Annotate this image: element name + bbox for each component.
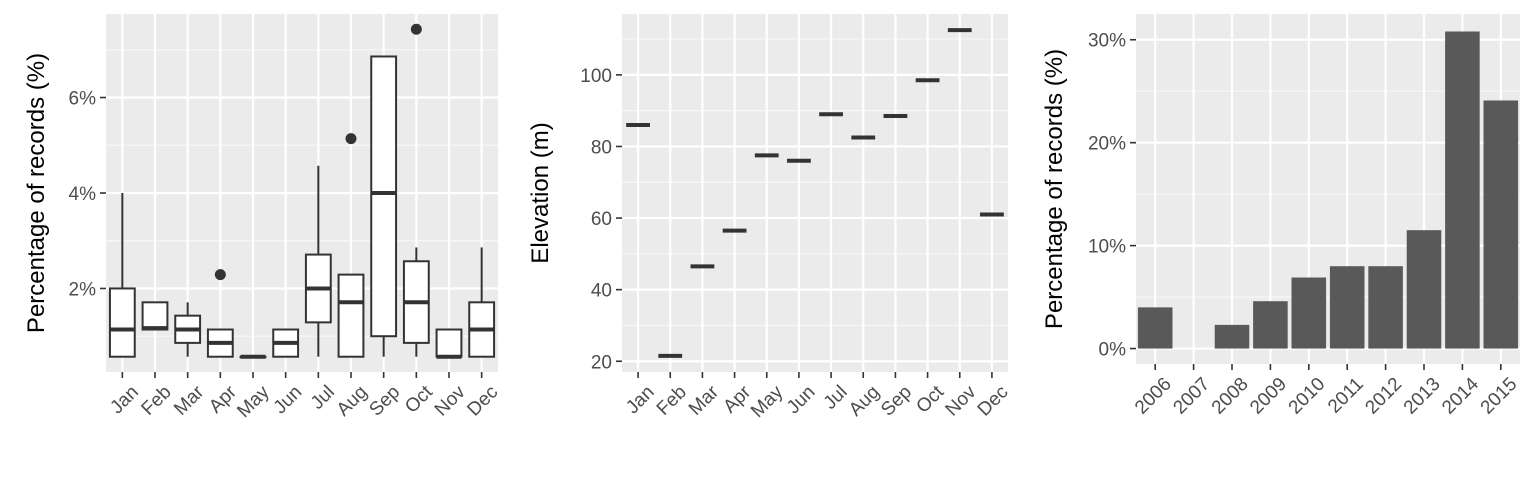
- x-tick-label: 2009: [1246, 374, 1291, 419]
- y-tick-label: 20: [591, 352, 612, 373]
- x-tick-label: Jul: [820, 382, 852, 414]
- box-aug: [337, 133, 365, 358]
- box-may: [239, 354, 267, 359]
- y-tick-label: 2%: [69, 279, 97, 300]
- x-tick-label: 2015: [1477, 374, 1522, 419]
- iqr-box: [435, 328, 463, 358]
- box-jan: [108, 193, 136, 358]
- x-tick-label: Dec: [974, 382, 1013, 421]
- box-dec: [468, 247, 496, 358]
- x-tick-label: 2012: [1361, 374, 1406, 419]
- box-jun: [272, 328, 300, 358]
- bar-2012: [1368, 266, 1403, 349]
- bar-2008: [1214, 324, 1250, 349]
- x-tick-label: Mar: [170, 381, 208, 419]
- y-axis-title: Percentage of records (%): [23, 53, 50, 333]
- box-jul: [304, 165, 332, 357]
- box-feb: [141, 301, 169, 331]
- y-tick-label: 40: [591, 281, 612, 302]
- box-sep: [370, 55, 398, 357]
- y-tick-label: 0%: [1099, 340, 1127, 361]
- iqr-box: [141, 301, 169, 331]
- box-mar: [174, 302, 202, 357]
- box-nov: [435, 328, 463, 359]
- x-tick-label: Sep: [365, 382, 404, 421]
- x-tick-label: Aug: [845, 382, 884, 421]
- bar-2010: [1291, 277, 1327, 349]
- x-tick-label: Mar: [685, 381, 723, 419]
- bar-2015: [1483, 100, 1519, 349]
- bar-2011: [1329, 266, 1365, 349]
- bar-2009: [1253, 301, 1288, 349]
- x-tick-label: Jun: [270, 382, 307, 419]
- x-tick-label: Jun: [783, 382, 820, 419]
- iqr-box: [108, 287, 136, 358]
- x-tick-label: Nov: [431, 381, 470, 420]
- y-tick-label: 10%: [1088, 237, 1126, 258]
- x-tick-label: May: [747, 381, 788, 422]
- x-tick-label: Oct: [401, 381, 437, 417]
- x-tick-label: 2006: [1131, 374, 1176, 419]
- x-tick-label: Apr: [719, 381, 755, 417]
- y-axis-title: Elevation (m): [527, 122, 554, 263]
- x-tick-label: Oct: [912, 381, 948, 417]
- x-tick-label: 2008: [1208, 374, 1253, 419]
- y-tick-label: 20%: [1088, 134, 1126, 155]
- y-tick-label: 4%: [69, 184, 97, 205]
- x-tick-label: Apr: [205, 381, 241, 417]
- box-apr: [206, 269, 234, 358]
- yearly-percentage-bar-panel: 0%10%20%30%20062007200820092010201120122…: [1041, 14, 1521, 418]
- x-tick-label: Feb: [653, 382, 691, 420]
- x-tick-label: 2007: [1169, 374, 1214, 419]
- outlier-point: [345, 133, 357, 145]
- x-tick-label: Jan: [106, 382, 143, 419]
- x-tick-label: Sep: [877, 382, 916, 421]
- x-tick-label: Nov: [942, 381, 981, 420]
- x-tick-label: Jul: [307, 382, 339, 414]
- x-tick-label: Feb: [138, 382, 176, 420]
- bar-2006: [1137, 307, 1173, 349]
- y-tick-label: 100: [580, 66, 612, 87]
- box-oct: [402, 23, 430, 357]
- x-tick-label: Aug: [333, 382, 372, 421]
- bar-2013: [1406, 230, 1442, 349]
- y-tick-label: 60: [591, 209, 612, 230]
- x-tick-label: 2014: [1438, 373, 1483, 418]
- x-tick-label: 2010: [1285, 374, 1330, 419]
- iqr-box: [370, 55, 398, 338]
- outlier-point: [214, 269, 226, 281]
- x-tick-label: Dec: [464, 382, 503, 421]
- iqr-box: [337, 273, 365, 358]
- x-tick-label: May: [233, 381, 274, 422]
- y-axis-title: Percentage of records (%): [1041, 49, 1068, 329]
- x-tick-label: Jan: [622, 382, 659, 419]
- x-tick-label: 2013: [1400, 374, 1445, 419]
- y-tick-label: 80: [591, 137, 612, 158]
- y-tick-label: 6%: [69, 89, 97, 110]
- panel-background: [622, 14, 1008, 372]
- x-tick-label: 2011: [1324, 374, 1368, 418]
- outlier-point: [410, 23, 422, 35]
- y-tick-label: 30%: [1088, 31, 1126, 52]
- bar-2014: [1445, 31, 1480, 349]
